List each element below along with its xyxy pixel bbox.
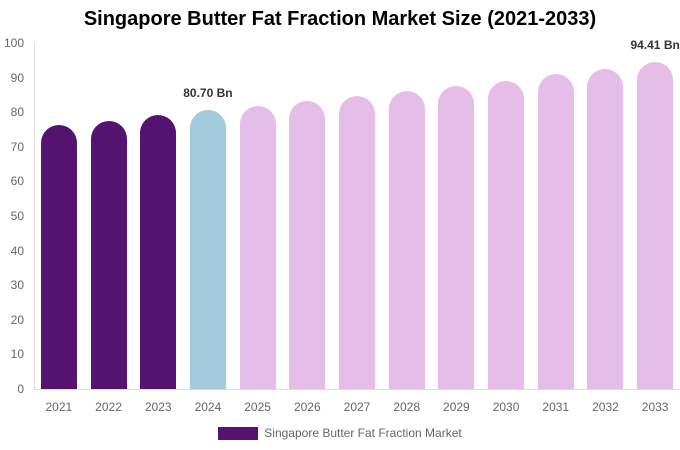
x-tick-label: 2024 <box>194 400 222 414</box>
legend-swatch <box>218 426 259 440</box>
y-tick-label: 20 <box>10 312 24 327</box>
bar-2023[interactable] <box>140 115 177 389</box>
y-tick-label: 70 <box>10 139 24 154</box>
bar-2030[interactable] <box>488 80 525 389</box>
y-tick-label: 40 <box>10 243 24 258</box>
bar-2021[interactable] <box>40 124 77 389</box>
y-tick-label: 10 <box>10 347 24 362</box>
x-tick-label: 2028 <box>393 400 421 414</box>
y-tick-label: 30 <box>10 278 24 293</box>
x-tick-label: 2023 <box>144 400 172 414</box>
y-tick-label: 50 <box>10 209 24 223</box>
x-tick-label: 2022 <box>95 400 122 414</box>
x-tick-label: 2025 <box>244 400 271 414</box>
y-tick-label: 60 <box>10 174 24 189</box>
x-tick-label: 2030 <box>492 400 520 414</box>
bar-2025[interactable] <box>239 105 276 389</box>
x-tick-label: 2021 <box>45 400 73 414</box>
bar-2032[interactable] <box>587 68 624 389</box>
x-tick-label: 2032 <box>592 400 619 414</box>
x-tick-label: 2029 <box>443 400 470 414</box>
y-tick-label: 80 <box>10 105 24 120</box>
chart-title: Singapore Butter Fat Fraction Market Siz… <box>83 8 597 30</box>
y-tick-label: 100 <box>3 36 24 50</box>
x-tick-label: 2033 <box>641 400 669 414</box>
y-axis-line <box>34 43 35 389</box>
bar-2026[interactable] <box>289 101 326 389</box>
y-tick-label: 90 <box>10 70 24 85</box>
bar-2028[interactable] <box>388 91 425 389</box>
bar-2027[interactable] <box>339 95 375 389</box>
x-tick-label: 2031 <box>542 400 570 414</box>
bar-2022[interactable] <box>90 120 127 389</box>
bar-2029[interactable] <box>438 85 475 389</box>
y-tick-label: 0 <box>17 382 24 396</box>
x-axis-line <box>34 389 680 390</box>
data-label-2033: 94.41 Bn <box>630 38 680 53</box>
bar-2031[interactable] <box>537 74 574 389</box>
legend-label: Singapore Butter Fat Fraction Market <box>264 426 462 440</box>
x-tick-label: 2026 <box>293 400 321 414</box>
x-tick-label: 2027 <box>343 400 371 414</box>
bar-2024[interactable] <box>189 109 226 389</box>
bar-2033[interactable] <box>637 62 674 389</box>
data-label-2024: 80.70 Bn <box>183 85 233 100</box>
legend: Singapore Butter Fat Fraction Market <box>0 426 680 440</box>
